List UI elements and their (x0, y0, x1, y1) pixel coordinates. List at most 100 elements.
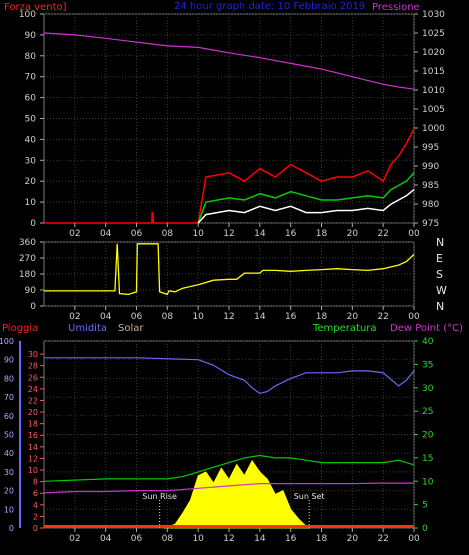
rain-tick-label: 26 (28, 373, 38, 382)
pressure-tick-label: 1030 (422, 10, 445, 20)
compass-label: S (436, 268, 443, 281)
temp-tick-label: 35 (422, 360, 433, 370)
rain-tick-label: 4 (33, 501, 38, 510)
rain-tick-label: 20 (28, 408, 38, 417)
temperature-line (43, 454, 415, 482)
wind-gust-line (44, 128, 415, 224)
direction-chart-ticks: 0 N 90 W 180 S 270 E 360 N 02 04 06 08 10 12 14 16 18 20 22 0… (19, 236, 447, 322)
direction-chart-marks (44, 243, 415, 296)
wind-chart-grid (44, 13, 415, 224)
wind-tick-label: 60 (25, 94, 37, 104)
humidity-tick-label: 40 (4, 449, 14, 458)
solar-axis-label: Solar (118, 323, 144, 334)
rain-tick-label: 30 (28, 350, 38, 359)
temp-tick-label: 40 (422, 337, 434, 347)
wind-tick-label: 80 (25, 52, 37, 62)
pressure-tick-label: 1020 (422, 48, 445, 58)
temp-tick-label: 10 (422, 477, 434, 487)
x-tick-label: 02 (69, 534, 80, 544)
humidity-axis-label: Umidita (68, 323, 107, 334)
wind-tick-label: 90 (25, 31, 37, 41)
x-tick-label: 12 (223, 534, 234, 544)
x-tick-label: 20 (347, 312, 359, 322)
humidity-tick-label: 90 (4, 356, 14, 365)
humidity-temperature-chart: Sun Rise Sun Set 010203040506070809010002… (0, 323, 463, 544)
temp-tick-label: 15 (422, 454, 433, 464)
pressure-tick-label: 995 (422, 143, 439, 153)
x-tick-label: 14 (254, 534, 266, 544)
wind-tick-label: 20 (25, 177, 37, 187)
x-tick-label: 16 (285, 229, 297, 239)
rain-tick-label: 24 (28, 385, 38, 394)
direction-tick-label: 360 (19, 238, 36, 248)
wind-axis-label: Forza vento] (4, 2, 67, 13)
pressure-tick-label: 1015 (422, 67, 445, 77)
x-tick-label: 02 (69, 312, 80, 322)
x-tick-label: 14 (254, 229, 266, 239)
wind-chart-marks (43, 32, 415, 224)
wind-tick-label: 40 (25, 135, 37, 145)
x-tick-label: 18 (316, 534, 328, 544)
x-tick-label: 00 (408, 229, 420, 239)
x-tick-label: 12 (223, 229, 234, 239)
pressure-tick-label: 985 (422, 181, 439, 191)
temp-tick-label: 20 (422, 431, 434, 441)
humidity-tick-label: 80 (4, 374, 14, 383)
x-tick-label: 04 (100, 229, 112, 239)
rain-tick-label: 14 (28, 443, 38, 452)
x-tick-label: 02 (69, 229, 80, 239)
x-tick-label: 06 (131, 534, 143, 544)
sunrise-label: Sun Rise (142, 492, 177, 501)
x-tick-label: 10 (192, 534, 204, 544)
rain-tick-label: 18 (28, 420, 38, 429)
wind-tick-label: 100 (19, 10, 36, 20)
x-tick-label: 16 (285, 534, 297, 544)
direction-chart-grid (44, 241, 415, 307)
humidity-tick-label: 0 (9, 524, 14, 533)
wind-speed-line (197, 189, 415, 224)
x-tick-label: 08 (162, 534, 174, 544)
rain-tick-label: 28 (28, 362, 38, 371)
wind-average-line (197, 172, 415, 224)
x-tick-label: 10 (192, 312, 204, 322)
wind-tick-label: 0 (30, 219, 36, 229)
pressure-tick-label: 1025 (422, 29, 445, 39)
rain-tick-label: 12 (28, 454, 38, 463)
x-tick-label: 12 (223, 312, 234, 322)
rain-tick-label: 0 (33, 524, 38, 533)
pressure-tick-label: 990 (422, 162, 439, 172)
x-tick-label: 20 (347, 229, 359, 239)
rain-axis-label: Pioggia (2, 323, 38, 334)
x-tick-label: 08 (162, 312, 174, 322)
x-tick-label: 06 (131, 229, 143, 239)
rain-tick-label: 10 (28, 466, 38, 475)
direction-tick-label: 270 (19, 254, 36, 264)
x-tick-label: 10 (192, 229, 204, 239)
wind-chart-ticks: 0102030405060708090100975980985990995100… (19, 10, 445, 239)
pressure-tick-label: 980 (422, 200, 439, 210)
compass-label: N (436, 300, 444, 313)
wind-tick-label: 70 (25, 73, 37, 83)
direction-tick-label: 90 (25, 286, 37, 296)
solar-area (164, 459, 311, 529)
x-tick-label: 18 (316, 229, 328, 239)
humidity-tick-label: 60 (4, 412, 14, 421)
rain-tick-label: 6 (33, 489, 38, 498)
humidity-tick-label: 70 (4, 393, 14, 402)
temp-tick-label: 30 (422, 384, 434, 394)
dewpoint-line (43, 482, 414, 494)
x-tick-label: 00 (408, 534, 420, 544)
wind-tick-label: 30 (25, 156, 37, 166)
wind-direction-line (44, 243, 415, 296)
x-tick-label: 08 (162, 229, 174, 239)
direction-tick-label: 180 (19, 270, 36, 280)
sunset-label: Sun Set (294, 492, 325, 501)
x-tick-label: 16 (285, 312, 297, 322)
pressure-tick-label: 1005 (422, 105, 445, 115)
wind-tick-label: 50 (25, 115, 37, 125)
compass-label: E (436, 252, 443, 265)
temp-tick-label: 0 (422, 524, 428, 534)
wind-direction-chart: 0 N 90 W 180 S 270 E 360 N 02 04 06 08 10 12 14 16 18 20 22 0… (19, 236, 447, 322)
rain-tick-label: 16 (28, 431, 38, 440)
